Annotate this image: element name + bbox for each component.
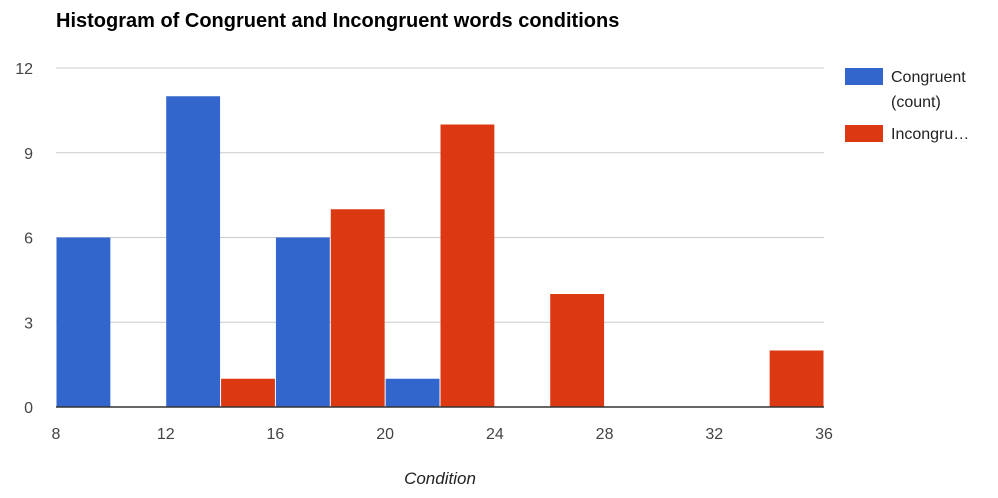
- bar-congruent: [385, 378, 440, 407]
- bar-incongruent: [221, 378, 275, 407]
- y-tick-label: 6: [24, 231, 33, 248]
- x-tick-label: 16: [267, 426, 285, 443]
- legend-swatch-incongruent: [845, 125, 883, 142]
- y-tick-label: 3: [24, 315, 33, 332]
- legend-swatch-congruent: [845, 68, 883, 85]
- x-tick-label: 32: [705, 426, 723, 443]
- x-tick-label: 36: [815, 426, 833, 443]
- x-tick-label: 20: [376, 426, 394, 443]
- bar-incongruent: [440, 124, 495, 407]
- bar-incongruent: [330, 209, 385, 407]
- x-tick-label: 24: [486, 426, 504, 443]
- bar-incongruent: [550, 294, 605, 407]
- legend-label-congruent: (count): [891, 94, 941, 111]
- y-tick-label: 9: [24, 146, 33, 163]
- x-axis-title: Condition: [404, 469, 476, 488]
- bar-congruent: [275, 237, 330, 407]
- bars: [56, 96, 824, 407]
- x-tick-label: 8: [52, 426, 61, 443]
- y-tick-label: 0: [24, 400, 33, 417]
- legend: Congruent (count) Incongru…: [845, 68, 969, 143]
- y-tick-label: 12: [15, 61, 33, 78]
- x-tick-label: 28: [596, 426, 614, 443]
- legend-label-incongruent: Incongru…: [891, 126, 969, 143]
- chart-title: Histogram of Congruent and Incongruent w…: [56, 10, 620, 32]
- bar-congruent: [56, 237, 111, 407]
- legend-label-congruent: Congruent: [891, 69, 966, 86]
- bar-congruent: [166, 96, 221, 407]
- x-tick-label: 12: [157, 426, 175, 443]
- bar-incongruent: [769, 350, 824, 407]
